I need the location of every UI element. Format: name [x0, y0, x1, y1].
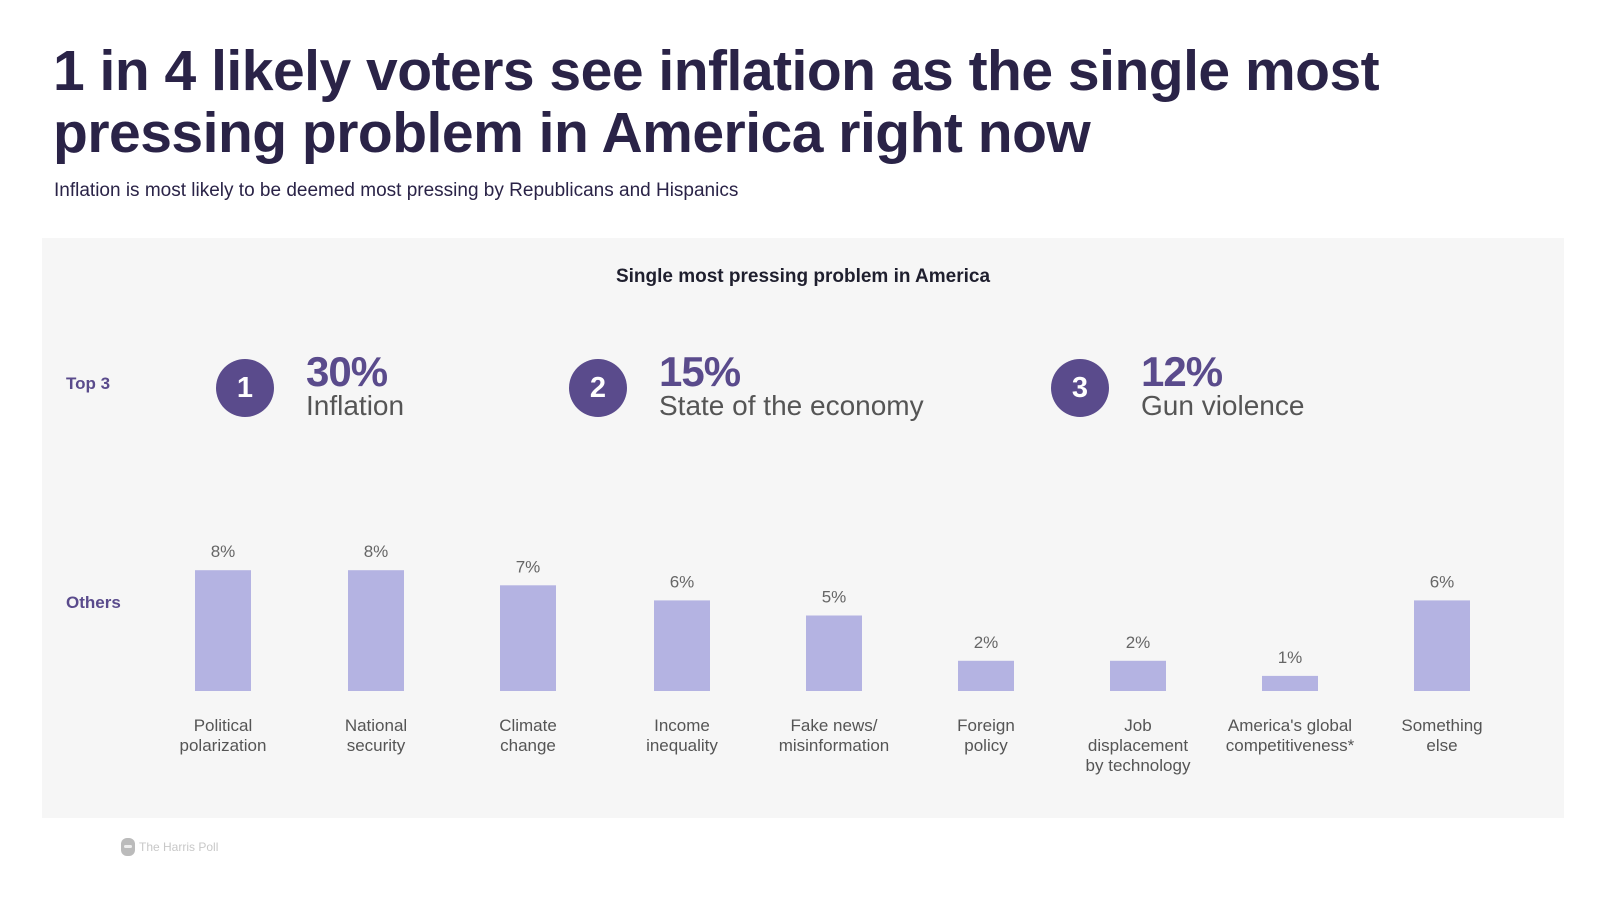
- others-row-label: Others: [66, 593, 121, 612]
- bar-value-label: 6%: [1430, 572, 1455, 591]
- top-item-percent: 15%: [659, 348, 741, 395]
- bar: [806, 615, 862, 691]
- rank-badge: 2: [569, 359, 627, 417]
- brand-name: The Harris Poll: [139, 840, 219, 854]
- top-item-percent: 12%: [1141, 348, 1223, 395]
- top-item-percent: 30%: [306, 348, 388, 395]
- rank-badge: 3: [1051, 359, 1109, 417]
- harris-poll-logo-icon: [121, 838, 135, 856]
- bar: [1110, 660, 1166, 691]
- category-label: Something else: [1401, 716, 1483, 755]
- top-item-label: State of the economy: [659, 390, 924, 421]
- bar: [654, 600, 710, 691]
- bar-value-label: 2%: [1126, 633, 1151, 652]
- bar: [348, 570, 404, 691]
- category-label: National security: [344, 716, 408, 755]
- bar-value-label: 8%: [364, 542, 389, 561]
- chart-title: Single most pressing problem in America: [615, 266, 991, 287]
- category-label: Foreign policy: [957, 716, 1015, 755]
- top-item-label: Gun violence: [1141, 390, 1305, 421]
- top3-row-label: Top 3: [66, 374, 111, 393]
- category-label: Job displacement by technology: [1085, 716, 1191, 775]
- category-label: Income inequality: [646, 716, 718, 755]
- page-title: 1 in 4 likely voters see inflation as th…: [53, 39, 1380, 165]
- top-item-label: Inflation: [306, 390, 405, 421]
- bar-value-label: 2%: [974, 633, 999, 652]
- bar-value-label: 6%: [670, 572, 695, 591]
- bar: [958, 660, 1014, 691]
- bar: [195, 570, 251, 691]
- bar-value-label: 8%: [211, 542, 236, 561]
- category-label: Climate change: [499, 716, 557, 755]
- bar-value-label: 1%: [1278, 648, 1303, 667]
- category-label: Political polarization: [179, 716, 267, 755]
- bar-value-label: 5%: [822, 588, 847, 607]
- chart-panel: Single most pressing problem in America …: [42, 238, 1564, 818]
- page-subtitle: Inflation is most likely to be deemed mo…: [54, 180, 739, 201]
- footer-brand: The Harris Poll: [121, 838, 218, 856]
- bar-value-label: 7%: [516, 557, 541, 576]
- rank-badge: 1: [216, 359, 274, 417]
- bar: [1414, 600, 1470, 691]
- category-label: Fake news/ misinformation: [778, 716, 890, 755]
- bar: [500, 585, 556, 691]
- bar: [1262, 675, 1318, 691]
- category-label: America's global competitiveness*: [1225, 716, 1355, 755]
- bar-chart: 8% 8% 7% 6% 5% 2% 2% 1% 6%: [195, 542, 1470, 691]
